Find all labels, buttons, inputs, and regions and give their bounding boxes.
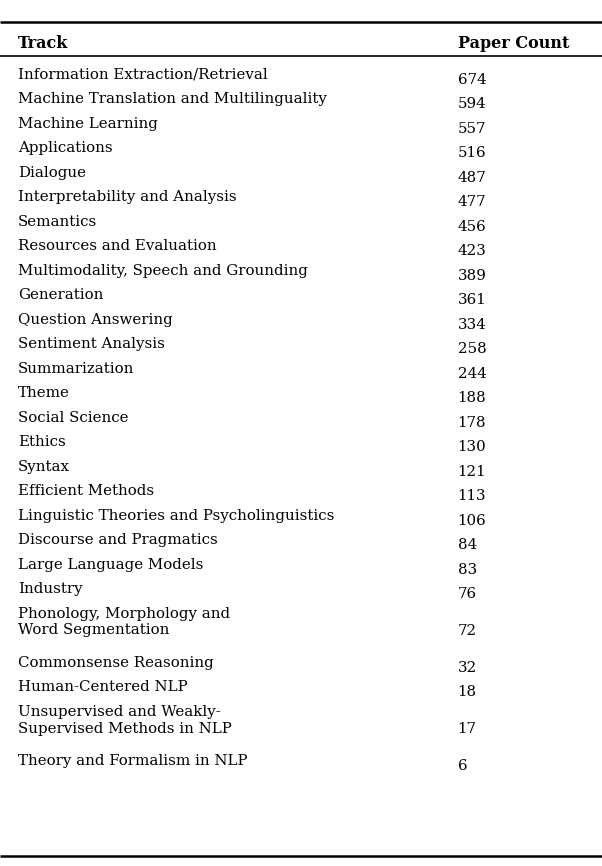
Text: Semantics: Semantics xyxy=(18,215,98,229)
Text: Summarization: Summarization xyxy=(18,362,134,376)
Text: 423: 423 xyxy=(458,244,486,258)
Text: 83: 83 xyxy=(458,563,477,577)
Text: 557: 557 xyxy=(458,122,486,136)
Text: 674: 674 xyxy=(458,73,486,87)
Text: 334: 334 xyxy=(458,318,486,332)
Text: Efficient Methods: Efficient Methods xyxy=(18,484,154,498)
Text: Unsupervised and Weakly-
Supervised Methods in NLP: Unsupervised and Weakly- Supervised Meth… xyxy=(18,705,232,735)
Text: 188: 188 xyxy=(458,391,486,405)
Text: 487: 487 xyxy=(458,171,486,184)
Text: 6: 6 xyxy=(458,759,467,773)
Text: Interpretability and Analysis: Interpretability and Analysis xyxy=(18,190,237,204)
Text: 456: 456 xyxy=(458,220,486,234)
Text: Paper Count: Paper Count xyxy=(458,35,569,52)
Text: Question Answering: Question Answering xyxy=(18,313,173,326)
Text: 72: 72 xyxy=(458,624,477,638)
Text: 130: 130 xyxy=(458,441,486,455)
Text: Large Language Models: Large Language Models xyxy=(18,558,203,572)
Text: Sentiment Analysis: Sentiment Analysis xyxy=(18,337,165,351)
Text: Machine Learning: Machine Learning xyxy=(18,117,158,131)
Text: 106: 106 xyxy=(458,514,486,528)
Text: 244: 244 xyxy=(458,367,486,381)
Text: Linguistic Theories and Psycholinguistics: Linguistic Theories and Psycholinguistic… xyxy=(18,508,335,523)
Text: 594: 594 xyxy=(458,97,486,112)
Text: 17: 17 xyxy=(458,722,477,736)
Text: Syntax: Syntax xyxy=(18,460,70,474)
Text: Theory and Formalism in NLP: Theory and Formalism in NLP xyxy=(18,753,247,768)
Text: Multimodality, Speech and Grounding: Multimodality, Speech and Grounding xyxy=(18,263,308,278)
Text: 389: 389 xyxy=(458,268,486,283)
Text: 76: 76 xyxy=(458,587,477,602)
Text: Resources and Evaluation: Resources and Evaluation xyxy=(18,239,217,253)
Text: 258: 258 xyxy=(458,342,486,357)
Text: Human-Centered NLP: Human-Centered NLP xyxy=(18,680,188,695)
Text: Dialogue: Dialogue xyxy=(18,165,86,179)
Text: Generation: Generation xyxy=(18,288,104,302)
Text: Commonsense Reasoning: Commonsense Reasoning xyxy=(18,656,214,669)
Text: 121: 121 xyxy=(458,465,486,479)
Text: 84: 84 xyxy=(458,539,477,553)
Text: 361: 361 xyxy=(458,294,486,307)
Text: Track: Track xyxy=(18,35,68,52)
Text: Phonology, Morphology and
Word Segmentation: Phonology, Morphology and Word Segmentat… xyxy=(18,607,230,637)
Text: Ethics: Ethics xyxy=(18,435,66,449)
Text: Industry: Industry xyxy=(18,582,82,596)
Text: 477: 477 xyxy=(458,196,486,210)
Text: Machine Translation and Multilinguality: Machine Translation and Multilinguality xyxy=(18,92,327,106)
Text: Discourse and Pragmatics: Discourse and Pragmatics xyxy=(18,533,218,547)
Text: Theme: Theme xyxy=(18,386,70,400)
Text: 18: 18 xyxy=(458,686,477,700)
Text: Applications: Applications xyxy=(18,141,113,155)
Text: 516: 516 xyxy=(458,146,486,160)
Text: 178: 178 xyxy=(458,416,486,430)
Text: Information Extraction/Retrieval: Information Extraction/Retrieval xyxy=(18,68,268,81)
Text: Social Science: Social Science xyxy=(18,410,129,424)
Text: 32: 32 xyxy=(458,661,477,675)
Text: 113: 113 xyxy=(458,489,486,503)
